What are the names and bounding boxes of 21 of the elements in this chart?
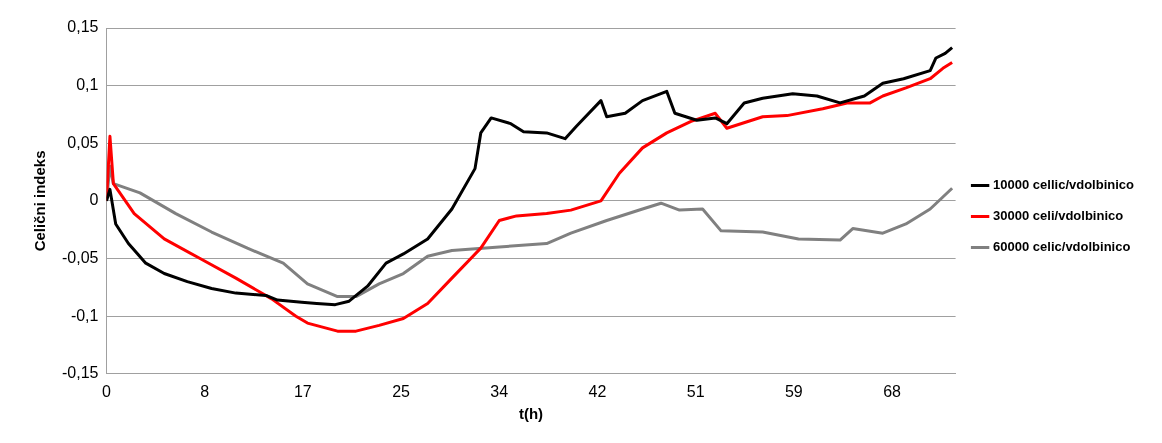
x-tick-label: 17 [293,382,312,400]
y-tick-label: 0,05 [67,133,99,151]
y-tick-label: -0,05 [62,248,99,266]
x-tick-label: 59 [784,382,803,400]
x-tick-label: 25 [392,382,411,400]
y-tick-label: 0,15 [67,18,99,36]
legend-label: 60000 celic/vdolbinico [993,239,1131,255]
y-axis-title: Celični indeks [31,150,49,252]
y-tick-label: 0 [89,191,99,209]
y-tick-label: -0,1 [70,306,99,324]
x-axis-title: t(h) [518,405,544,423]
x-tick-label: 34 [490,382,509,400]
y-tick-label: -0,15 [62,364,99,382]
x-tick-label: 51 [686,382,705,400]
x-tick-label: 0 [102,382,112,400]
x-tick-label: 42 [588,382,607,400]
y-tick-label: 0,1 [76,76,99,94]
legend-label: 30000 celi/vdolbinico [993,208,1124,224]
x-tick-label: 8 [200,382,210,400]
x-tick-label: 68 [883,382,902,400]
legend-label: 10000 cellic/vdolbinico [993,177,1135,193]
